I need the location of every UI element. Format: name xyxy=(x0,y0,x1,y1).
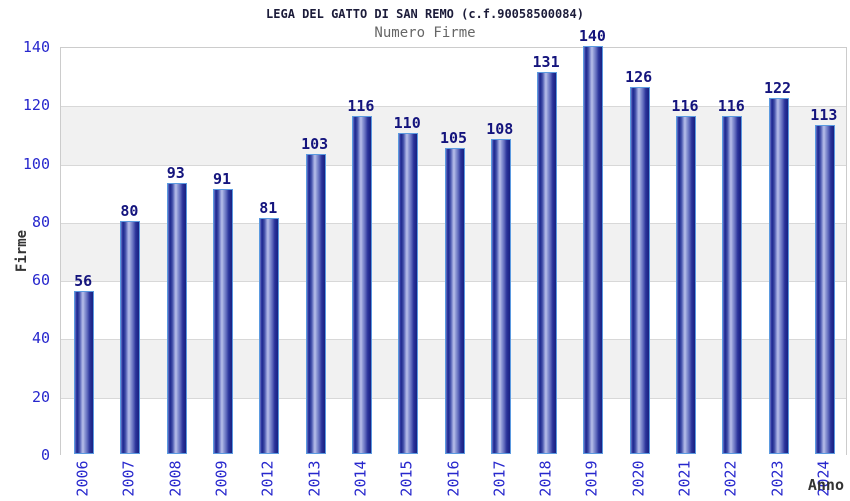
bar xyxy=(722,115,743,454)
bar xyxy=(814,124,835,454)
bar xyxy=(583,46,604,454)
y-tick-label: 120 xyxy=(22,96,50,115)
x-tick-label: 2009 xyxy=(212,460,231,497)
bar xyxy=(213,188,234,454)
bar-value-label: 91 xyxy=(212,169,232,188)
x-tick-label: 2014 xyxy=(351,460,370,497)
bar xyxy=(537,72,558,454)
bar-value-label: 116 xyxy=(717,96,745,115)
x-tick-label: 2012 xyxy=(258,460,277,497)
bar-value-label: 81 xyxy=(259,198,278,217)
bar xyxy=(305,153,326,454)
x-tick-label: 2015 xyxy=(397,460,416,497)
x-tick-label: 2013 xyxy=(305,460,324,497)
bar-value-label: 108 xyxy=(486,120,514,139)
bar-value-label: 113 xyxy=(810,105,838,124)
y-axis-title: Firme xyxy=(14,229,30,273)
bar xyxy=(120,220,141,454)
x-tick-label: 2008 xyxy=(166,460,185,497)
bar-value-label: 131 xyxy=(532,53,560,72)
x-tick-label: 2021 xyxy=(675,460,694,497)
plot-band xyxy=(61,48,846,107)
bar xyxy=(351,115,372,454)
chart-subtitle: Numero Firme xyxy=(374,25,476,41)
bar-value-label: 122 xyxy=(764,79,792,98)
x-tick-label: 2018 xyxy=(536,460,555,497)
bar xyxy=(768,98,789,454)
y-tick-label: 60 xyxy=(31,271,50,290)
y-tick-label: 140 xyxy=(22,38,50,56)
x-tick-label: 2006 xyxy=(73,460,92,497)
bar xyxy=(166,182,187,454)
x-tick-label: 2016 xyxy=(444,460,462,497)
bar xyxy=(444,148,465,454)
bar-value-label: 140 xyxy=(578,27,606,45)
chart-title: LEGA DEL GATTO DI SAN REMO (c.f.90058500… xyxy=(266,7,584,21)
x-tick-label: 2019 xyxy=(582,460,601,497)
bar-value-label: 116 xyxy=(671,96,699,115)
x-tick-label: 2007 xyxy=(119,460,138,497)
bar-value-label: 80 xyxy=(120,201,139,220)
bar-value-label: 126 xyxy=(625,67,653,86)
plot-area xyxy=(60,46,847,456)
bar xyxy=(675,115,696,454)
y-tick-label: 0 xyxy=(40,446,50,464)
x-axis-title: Anno xyxy=(807,476,844,494)
bar xyxy=(74,290,95,454)
x-tick-label: 2017 xyxy=(490,460,509,497)
bar xyxy=(398,133,419,454)
y-tick-label: 20 xyxy=(31,387,50,406)
bar xyxy=(490,139,511,454)
bar-value-label: 105 xyxy=(439,129,468,147)
bar-value-label: 110 xyxy=(393,114,421,133)
x-tick-label: 2020 xyxy=(629,460,648,497)
y-tick-label: 100 xyxy=(22,154,50,173)
x-tick-label: 2022 xyxy=(721,460,740,497)
bar-value-label: 56 xyxy=(74,271,93,290)
bar-value-label: 116 xyxy=(347,96,375,115)
bar xyxy=(629,86,650,454)
bar-value-label: 103 xyxy=(301,134,329,153)
bar xyxy=(259,217,280,454)
y-tick-label: 40 xyxy=(31,329,50,348)
y-tick-label: 80 xyxy=(31,212,50,231)
x-tick-label: 2023 xyxy=(768,460,787,497)
bar-value-label: 93 xyxy=(166,163,185,182)
gridline xyxy=(61,106,846,108)
